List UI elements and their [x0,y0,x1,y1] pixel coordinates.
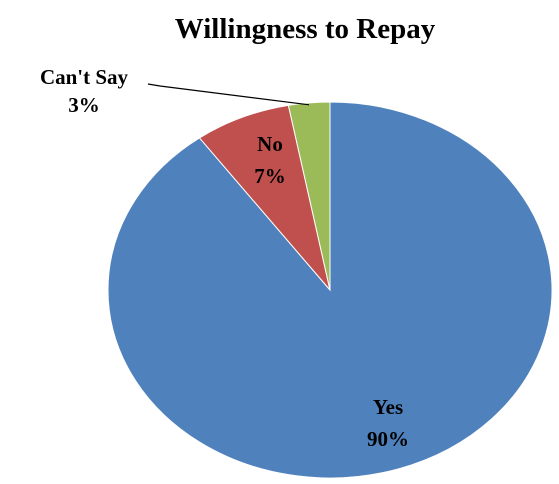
pie-slice-can-t-say [287,101,331,291]
slice-percent-can-t-say: 3% [68,93,100,117]
callout-leader-line [147,83,310,106]
chart-title: Willingness to Repay [175,13,436,45]
slice-name-can-t-say: Can't Say [40,65,129,89]
slice-percent-yes: 90% [367,427,409,451]
slice-percent-no: 7% [254,164,286,188]
slice-labels: Yes 90% No 7% Can't Say 3% [40,65,409,451]
slice-name-yes: Yes [373,395,403,419]
slice-name-no: No [257,132,283,156]
pie-slices [107,101,553,479]
